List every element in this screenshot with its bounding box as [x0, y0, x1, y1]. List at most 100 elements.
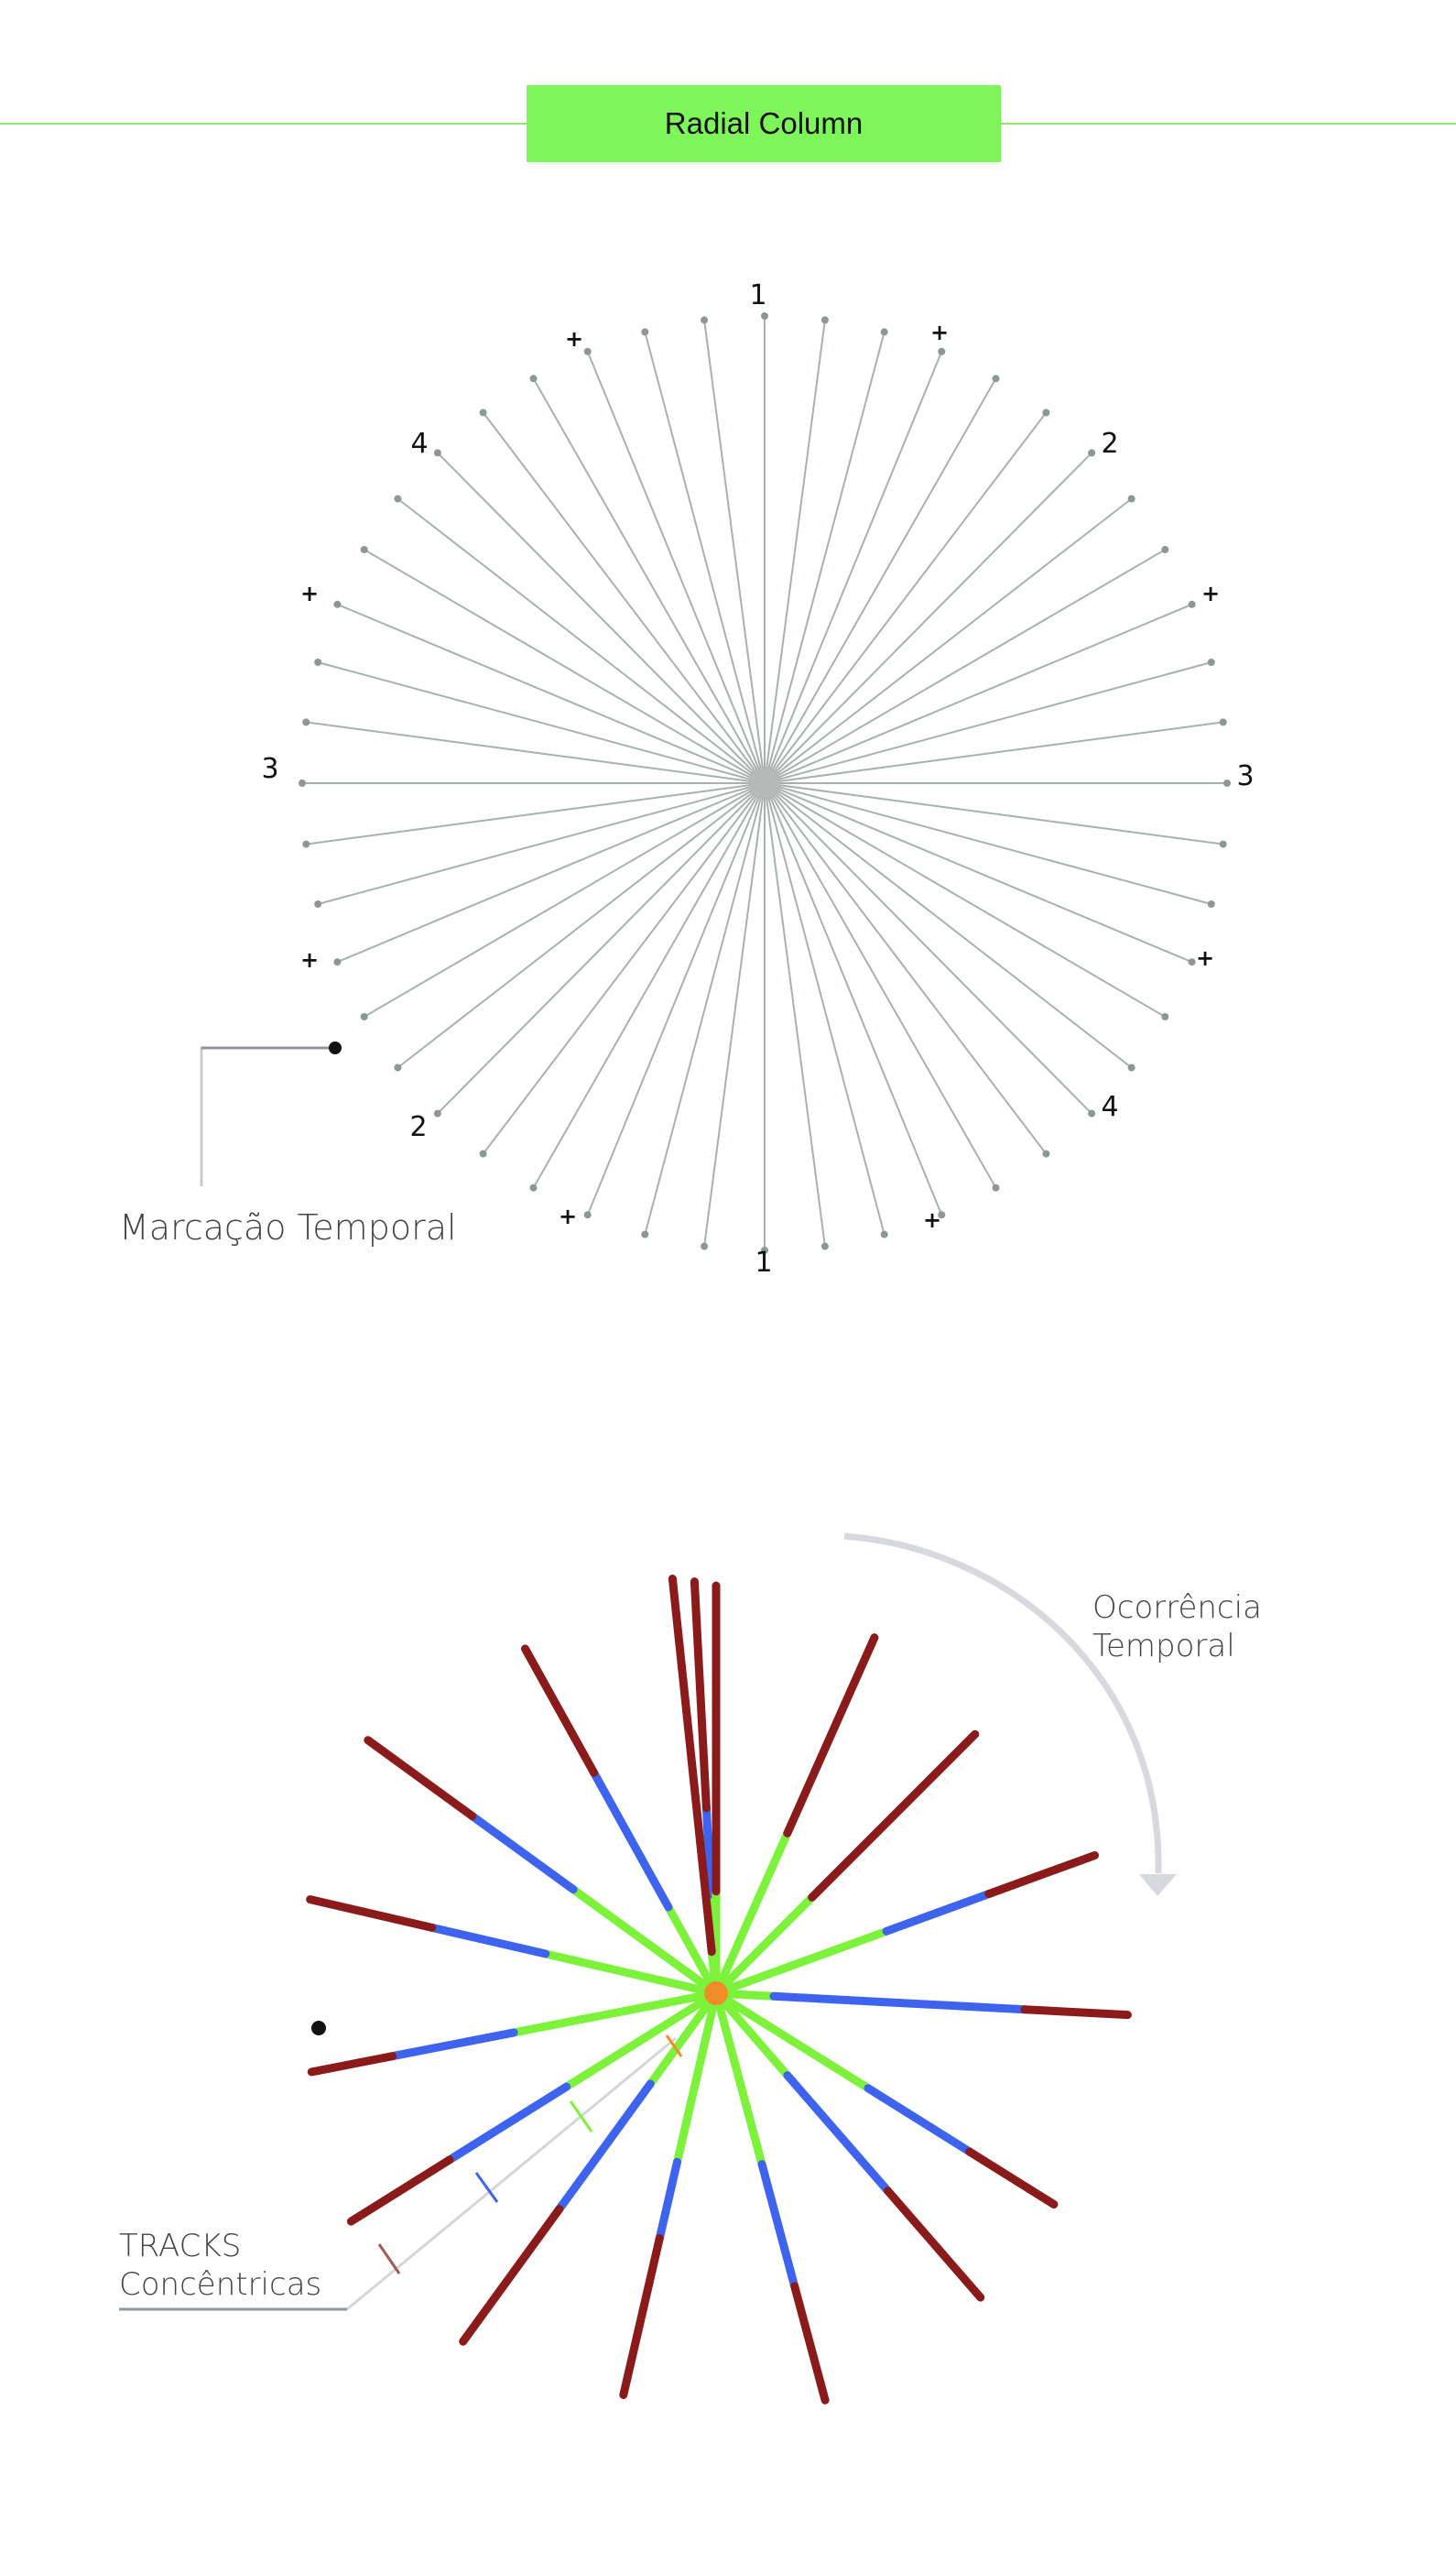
spoke-tip: [394, 1063, 402, 1072]
spoke-line: [317, 782, 766, 905]
spoke-tip: [433, 1109, 441, 1118]
plus-marker: +: [565, 326, 583, 352]
spoke-line: [764, 782, 886, 1235]
page-title: Radial Column: [664, 106, 864, 140]
track-outer: [364, 1736, 477, 1821]
spoke-line: [482, 411, 766, 784]
spoke-tip: [820, 316, 829, 324]
spoke-tip: [992, 375, 1000, 383]
spoke-line: [764, 320, 826, 784]
spoke-tip: [333, 958, 342, 966]
tick-middle: [474, 2172, 499, 2203]
track-outer: [690, 1577, 711, 1813]
spoke-line: [764, 721, 1223, 784]
spoke-tip: [302, 840, 310, 848]
track-middle: [388, 2028, 518, 2061]
hour-marker: 3: [261, 753, 278, 785]
spoke-tip: [992, 1183, 1000, 1192]
spoke-tip: [880, 328, 888, 336]
track-inner: [717, 1892, 817, 1992]
spoke-line: [764, 603, 1192, 784]
spoke-line: [364, 782, 766, 1018]
spoke-tip: [641, 1230, 649, 1238]
track-middle: [428, 1923, 550, 1958]
track-inner: [720, 1990, 778, 2001]
tick-hub: [665, 2034, 683, 2057]
spoke-tip: [1219, 718, 1227, 726]
spoke-line: [764, 332, 886, 784]
spoke-tip: [641, 328, 649, 336]
track-middle: [701, 1804, 715, 1899]
spoke-line: [764, 549, 1166, 784]
spoke-tip: [1127, 1063, 1135, 1072]
track-inner: [673, 1997, 719, 2166]
spoke-line: [437, 452, 766, 784]
spoke-tip: [302, 718, 310, 726]
spoke-line: [306, 721, 766, 784]
spoke-line: [397, 782, 766, 1069]
spoke-line: [764, 782, 1223, 845]
spoke-tip: [701, 316, 709, 324]
plus-marker: +: [930, 320, 949, 345]
spoke-tip: [761, 1247, 768, 1254]
spoke-line: [764, 782, 1048, 1155]
spoke-line: [532, 377, 766, 784]
spoke-line: [764, 782, 1166, 1018]
spoke-line: [764, 377, 997, 784]
spoke-tip: [1088, 449, 1096, 457]
spoke-line: [764, 782, 1212, 905]
spoke-line: [532, 782, 766, 1189]
track-middle: [590, 1768, 673, 1912]
tick-outer: [377, 2243, 401, 2274]
hour-marker: 3: [1236, 760, 1254, 792]
annotation-dot-top: [329, 1042, 342, 1054]
annotation-tracks: TRACKS: [119, 2228, 241, 2264]
spoke-line: [644, 782, 766, 1235]
spoke-tip: [1161, 546, 1169, 553]
spoke-tip: [529, 375, 538, 383]
spoke-line: [317, 661, 766, 784]
track-outer: [783, 1633, 879, 1838]
track-spokes: [306, 1575, 1132, 2405]
track-outer: [984, 1851, 1099, 1899]
spoke-hub: [750, 769, 779, 798]
spoke-tip: [701, 1242, 709, 1250]
spoke-line: [764, 497, 1133, 784]
spoke-line: [764, 782, 997, 1189]
spoke-tip: [314, 659, 322, 666]
annotation-temporal: Temporal: [1092, 1628, 1235, 1664]
spoke-tip: [479, 1150, 487, 1158]
track-outer: [459, 2205, 564, 2346]
track-outer: [884, 2187, 985, 2302]
spoke-tip: [1161, 1013, 1169, 1020]
spoke-line: [306, 782, 766, 845]
plus-marker: +: [559, 1204, 577, 1229]
spoke-line: [764, 661, 1212, 784]
annotation-marcacao-temporal: Marcação Temporal: [119, 1207, 457, 1248]
spoke-tip: [1207, 900, 1215, 908]
spoke-line: [703, 320, 766, 784]
spoke-line: [764, 411, 1048, 784]
spoke-tip: [360, 1013, 368, 1020]
tracks-leader: [346, 2036, 677, 2311]
plus-marker: +: [1201, 581, 1220, 606]
spoke-tip: [1042, 1150, 1050, 1158]
spoke-tip: [479, 409, 487, 417]
spoke-line: [764, 782, 826, 1247]
spoke-tip: [1042, 409, 1050, 417]
track-outer: [790, 2282, 830, 2405]
track-inner: [646, 1996, 715, 2089]
spoke-line: [482, 782, 766, 1155]
spoke-line: [644, 332, 766, 784]
plus-marker: +: [1196, 945, 1214, 971]
track-inner: [562, 1993, 713, 2091]
track-inner: [717, 1995, 792, 2080]
spoke-tip: [333, 600, 342, 608]
spoke-tip: [761, 312, 768, 320]
spoke-line: [764, 452, 1092, 784]
track-middle: [783, 2071, 893, 2196]
track-middle: [769, 1991, 1029, 2014]
spoke-line: [337, 782, 766, 964]
annotation-ocorrencia: Ocorrência: [1092, 1589, 1262, 1626]
